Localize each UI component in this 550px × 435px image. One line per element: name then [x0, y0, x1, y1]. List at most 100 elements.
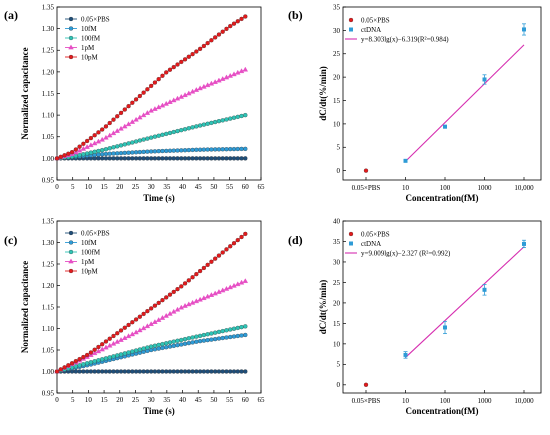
data-point — [216, 289, 222, 294]
data-point — [220, 29, 225, 34]
data-point — [167, 344, 173, 349]
data-point — [92, 347, 97, 352]
data-point — [205, 337, 210, 343]
data-point — [182, 57, 188, 62]
data-point — [220, 156, 225, 161]
data-point — [164, 156, 169, 161]
x-tick-label: 0 — [55, 183, 59, 191]
data-point — [190, 156, 195, 161]
y-tick-label: 15 — [333, 320, 341, 328]
data-point — [111, 117, 116, 122]
data-point — [103, 356, 109, 361]
data-point — [149, 369, 154, 374]
data-point — [91, 350, 98, 356]
panel-d: (d) 0 5 10 15 20 25 30 35 40 Concentration(fM) dC/d… — [288, 217, 542, 416]
data-point — [92, 369, 97, 374]
data-point — [145, 156, 150, 161]
data-point — [223, 285, 230, 291]
data-point — [88, 150, 94, 155]
data-point — [133, 150, 139, 155]
data-point — [186, 147, 191, 153]
x-tick-label: 10,000 — [514, 397, 534, 405]
data-point — [77, 144, 82, 149]
data-point — [103, 151, 109, 157]
data-point — [81, 141, 86, 146]
data-point — [178, 304, 185, 310]
data-point — [118, 328, 124, 333]
x-tick-label: 100 — [440, 397, 451, 405]
data-point — [216, 336, 222, 341]
data-point — [220, 147, 225, 152]
x-tick-label: 60 — [242, 183, 250, 191]
data-point — [111, 354, 116, 359]
data-point — [118, 143, 124, 148]
y-tick-label: 1.20 — [42, 282, 55, 290]
data-point — [171, 97, 177, 103]
data-point — [201, 156, 207, 161]
data-point — [152, 149, 158, 154]
data-point — [130, 156, 135, 161]
x-tick-label: 10 — [85, 396, 93, 404]
data-point — [216, 147, 222, 152]
data-point — [115, 156, 120, 161]
data-point — [175, 338, 180, 343]
data-point — [242, 278, 249, 283]
data-point — [126, 350, 131, 355]
data-point — [160, 298, 165, 303]
data-point — [171, 64, 176, 70]
data-point — [194, 49, 199, 54]
data-point — [141, 311, 146, 317]
data-point — [175, 156, 180, 161]
data-point — [141, 346, 146, 351]
data-point — [239, 234, 244, 240]
data-point — [171, 129, 176, 135]
data-point — [155, 104, 162, 110]
data-point — [76, 147, 83, 153]
data-point — [231, 282, 237, 288]
legend-marker — [68, 44, 74, 50]
x-tick-label: 65 — [258, 183, 266, 191]
legend-label: 0.05×PBS — [361, 17, 390, 25]
data-point — [152, 106, 158, 111]
data-point — [100, 357, 105, 362]
data-point — [186, 90, 192, 96]
data-point — [149, 156, 154, 161]
data-point — [190, 335, 195, 340]
data-point — [122, 107, 127, 112]
series-10pM — [54, 231, 248, 374]
y-tick-label: 1.10 — [42, 112, 55, 120]
data-point — [213, 147, 218, 152]
data-point — [209, 156, 214, 161]
data-point — [209, 331, 214, 336]
data-point — [149, 306, 154, 311]
data-point — [190, 369, 195, 374]
data-point — [186, 278, 191, 283]
data-point — [84, 369, 90, 374]
data-point — [160, 132, 165, 137]
data-point — [231, 21, 237, 26]
data-point — [137, 149, 143, 155]
data-point — [403, 158, 408, 163]
x-tick-label: 100 — [440, 184, 451, 192]
x-tick-label: 65 — [258, 396, 266, 404]
y-tick-label: 1.05 — [42, 346, 55, 354]
legend-marker — [68, 230, 74, 236]
data-point — [126, 369, 131, 374]
data-point — [239, 113, 244, 119]
data-point — [164, 341, 169, 346]
data-point — [194, 271, 199, 277]
x-tick-label: 40 — [179, 396, 187, 404]
data-point — [235, 333, 240, 339]
data-point — [243, 332, 248, 338]
x-tick-label: 15 — [101, 183, 109, 191]
x-tick-label: 5 — [71, 396, 75, 404]
data-point — [130, 320, 135, 325]
series-1pM — [54, 66, 249, 161]
data-point — [194, 156, 199, 161]
data-point — [81, 362, 86, 367]
data-point — [522, 241, 526, 246]
data-point — [182, 156, 188, 161]
